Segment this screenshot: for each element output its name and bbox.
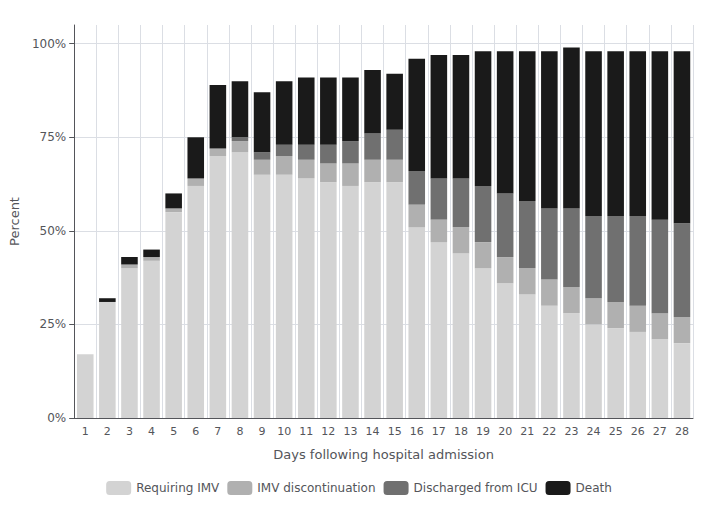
svg-text:1: 1 [82, 425, 89, 438]
svg-text:5: 5 [170, 425, 177, 438]
svg-text:0%: 0% [47, 411, 66, 425]
svg-text:10: 10 [277, 425, 291, 438]
svg-text:50%: 50% [40, 224, 67, 238]
svg-text:9: 9 [259, 425, 266, 438]
svg-text:6: 6 [192, 425, 199, 438]
svg-text:18: 18 [454, 425, 468, 438]
svg-text:Requiring IMV: Requiring IMV [136, 481, 220, 495]
svg-text:75%: 75% [40, 130, 67, 144]
svg-text:Death: Death [576, 481, 612, 495]
svg-text:22: 22 [542, 425, 556, 438]
svg-text:28: 28 [675, 425, 689, 438]
svg-text:23: 23 [564, 425, 578, 438]
svg-text:26: 26 [631, 425, 645, 438]
svg-text:IMV discontinuation: IMV discontinuation [257, 481, 375, 495]
svg-text:25: 25 [609, 425, 623, 438]
svg-text:20: 20 [498, 425, 512, 438]
svg-text:7: 7 [214, 425, 221, 438]
svg-text:21: 21 [520, 425, 534, 438]
svg-text:Discharged from ICU: Discharged from ICU [414, 481, 538, 495]
svg-text:24: 24 [587, 425, 601, 438]
svg-text:2: 2 [104, 425, 111, 438]
svg-text:25%: 25% [40, 317, 67, 331]
svg-text:3: 3 [126, 425, 133, 438]
svg-text:12: 12 [321, 425, 335, 438]
svg-text:100%: 100% [32, 37, 66, 51]
svg-text:Days following hospital admiss: Days following hospital admission [273, 447, 494, 462]
svg-text:15: 15 [388, 425, 402, 438]
svg-text:11: 11 [299, 425, 313, 438]
svg-text:Percent: Percent [7, 197, 22, 246]
svg-text:8: 8 [236, 425, 243, 438]
svg-text:17: 17 [432, 425, 446, 438]
svg-text:4: 4 [148, 425, 155, 438]
svg-text:19: 19 [476, 425, 490, 438]
svg-text:13: 13 [343, 425, 357, 438]
svg-text:27: 27 [653, 425, 667, 438]
svg-text:16: 16 [410, 425, 424, 438]
svg-text:14: 14 [366, 425, 380, 438]
